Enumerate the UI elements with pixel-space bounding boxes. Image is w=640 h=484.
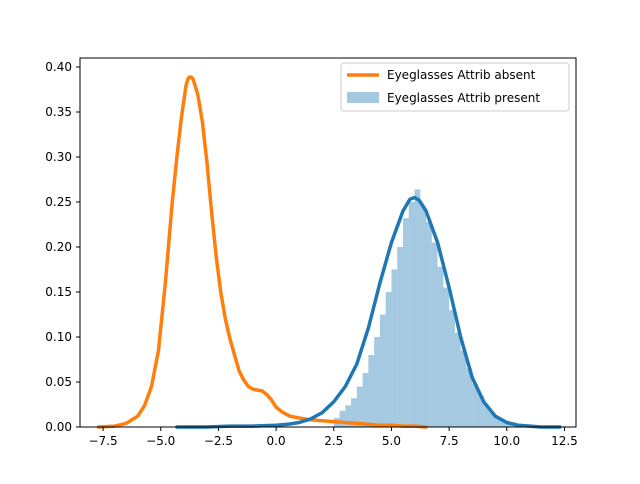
- x-tick-label: 7.5: [440, 434, 459, 448]
- histogram-bar: [437, 266, 444, 427]
- x-tick-label: 10.0: [493, 434, 520, 448]
- legend-box: [340, 62, 570, 112]
- histogram-bar: [420, 206, 427, 427]
- histogram-bar: [466, 368, 473, 427]
- lines-layer: [96, 75, 562, 429]
- y-tick-label: 0.30: [45, 150, 72, 164]
- y-tick-label: 0.25: [45, 195, 72, 209]
- x-tick-label: 5.0: [382, 434, 401, 448]
- histogram-layer: [333, 189, 519, 427]
- legend-label-present: Eyeglasses Attrib present: [387, 91, 540, 105]
- y-tick-label: 0.15: [45, 285, 72, 299]
- histogram-bar: [374, 337, 380, 427]
- x-tick-label: −2.5: [204, 434, 233, 448]
- y-tick-label: 0.00: [45, 420, 72, 434]
- y-tick-label: 0.35: [45, 105, 72, 119]
- y-tick-label: 0.10: [45, 330, 72, 344]
- histogram-bar: [506, 424, 513, 427]
- histogram-bar: [489, 412, 496, 427]
- histogram-bar: [501, 421, 507, 427]
- histogram-bar: [472, 383, 478, 427]
- histogram-bar: [391, 269, 398, 427]
- histogram-bar: [385, 292, 392, 427]
- x-tick-label: −5.0: [146, 434, 175, 448]
- series-line-absent: [96, 75, 428, 429]
- axes-layer: −7.5 −5.0 −2.5 0.0 2.5 5.0 7.5 10.0 12.5 0.00 0.05…: [45, 57, 578, 448]
- legend: Eyeglasses Attrib absent Eyeglasses Attri…: [340, 62, 570, 112]
- axes-frame: [79, 57, 577, 428]
- histogram-bar: [368, 355, 375, 427]
- legend-label-absent: Eyeglasses Attrib absent: [387, 68, 536, 82]
- histogram-bar: [414, 189, 421, 427]
- x-tick-label: 2.5: [324, 434, 343, 448]
- histogram-bar: [483, 405, 490, 427]
- x-tick-label: 12.5: [551, 434, 578, 448]
- histogram-bar: [362, 373, 369, 427]
- histogram-bar: [449, 310, 455, 427]
- histogram-bar: [351, 398, 357, 427]
- histogram-bar: [345, 405, 352, 427]
- histogram-bar: [460, 350, 467, 427]
- histogram-bar: [495, 418, 502, 427]
- histogram-bar: [477, 395, 484, 427]
- histogram-bar: [379, 314, 386, 427]
- histogram-bar: [443, 287, 450, 427]
- histogram-bar: [431, 242, 438, 427]
- histogram-bar: [356, 386, 363, 427]
- x-tick-label: 0.0: [267, 434, 286, 448]
- y-tick-label: 0.40: [45, 60, 72, 74]
- y-tick-label: 0.20: [45, 240, 72, 254]
- y-tick-label: 0.05: [45, 375, 72, 389]
- x-tick-label: −7.5: [88, 434, 117, 448]
- histogram-bar: [397, 247, 403, 427]
- histogram-bar: [339, 410, 346, 427]
- histogram-bar: [426, 221, 432, 427]
- histogram-bar: [402, 218, 409, 427]
- series-line-present: [175, 195, 562, 429]
- histogram-bar: [408, 202, 415, 427]
- histogram-bar: [454, 332, 461, 427]
- legend-patch-icon: [347, 92, 379, 103]
